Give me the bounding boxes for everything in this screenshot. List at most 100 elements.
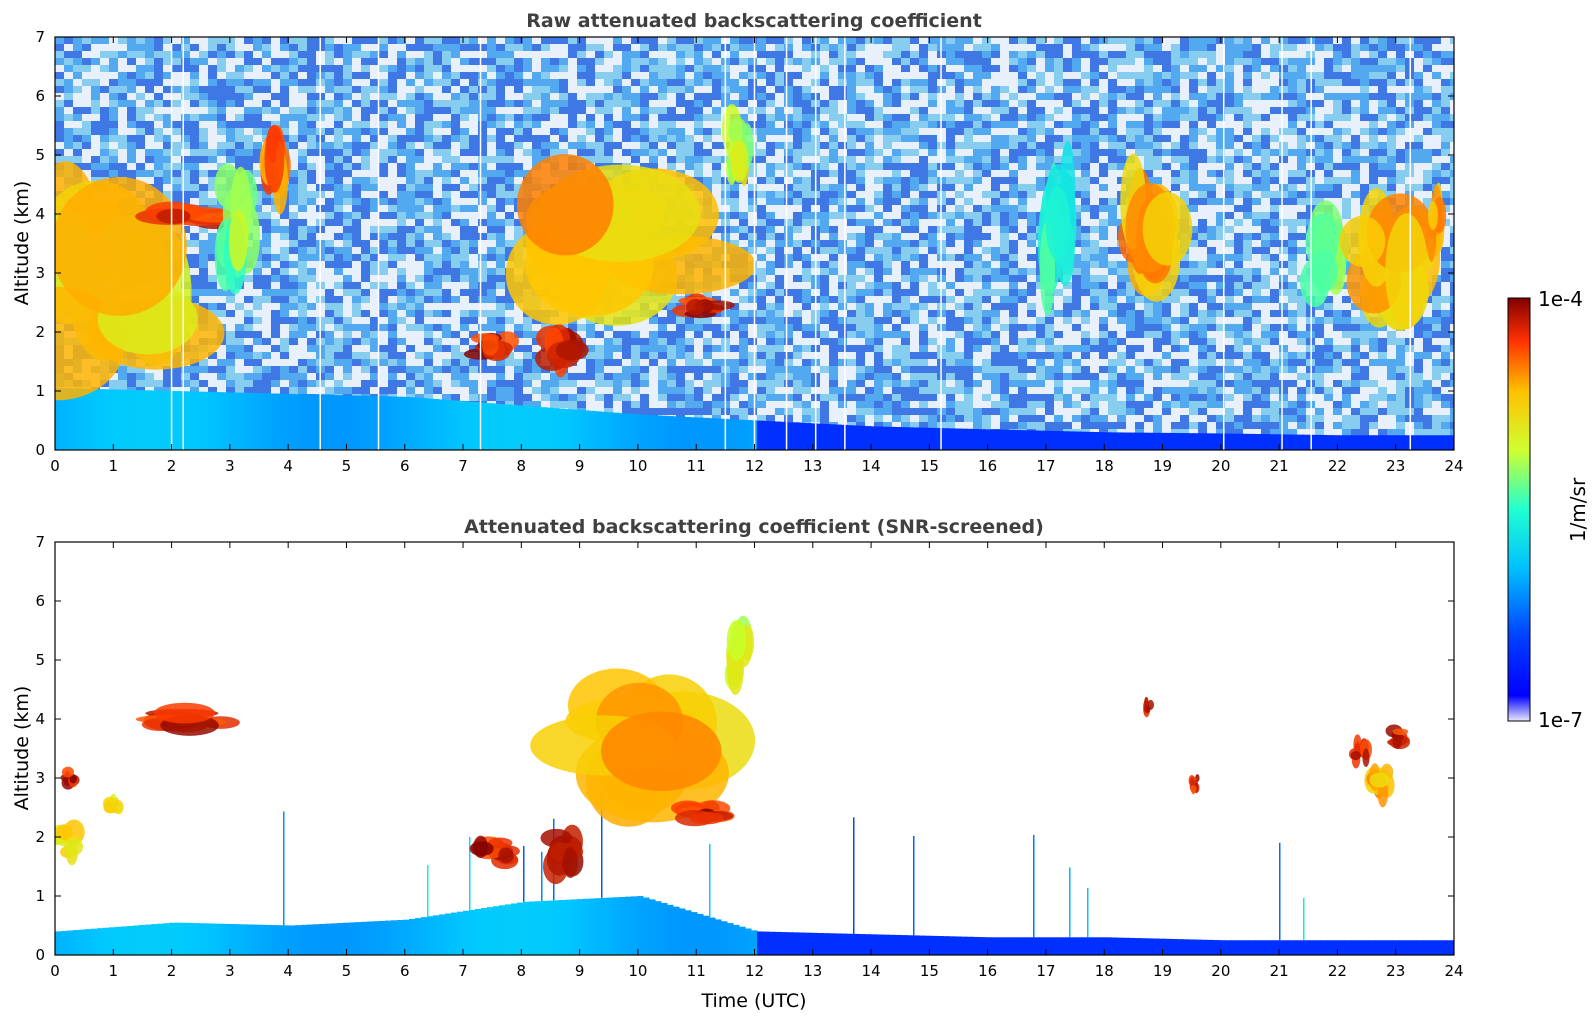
noise-cell xyxy=(199,163,208,170)
panel-raw-noise-field xyxy=(55,37,1454,450)
noise-cell xyxy=(478,128,487,135)
noise-cell xyxy=(874,191,883,198)
noise-cell xyxy=(100,128,109,135)
noise-cell xyxy=(1000,58,1009,65)
noise-cell xyxy=(1090,100,1099,107)
noise-cell xyxy=(820,177,829,184)
noise-cell xyxy=(1171,142,1180,149)
noise-cell xyxy=(145,163,154,170)
noise-cell xyxy=(1180,163,1189,170)
noise-cell xyxy=(1054,100,1063,107)
noise-cell xyxy=(127,142,136,149)
noise-cell xyxy=(1261,191,1270,198)
noise-cell xyxy=(1450,72,1454,79)
noise-cell xyxy=(649,37,658,44)
noise-cell xyxy=(820,191,829,198)
noise-cell xyxy=(460,149,469,156)
noise-cell xyxy=(613,86,622,93)
noise-cell xyxy=(973,170,982,177)
noise-cell xyxy=(226,107,235,114)
noise-cell xyxy=(622,114,631,121)
noise-cell xyxy=(784,198,793,205)
noise-cell xyxy=(73,44,82,51)
noise-cell xyxy=(1270,170,1279,177)
noise-cell xyxy=(514,114,523,121)
noise-cell xyxy=(919,226,928,233)
noise-cell xyxy=(1072,247,1081,254)
noise-cell xyxy=(145,37,154,44)
noise-cell xyxy=(964,198,973,205)
noise-cell xyxy=(901,72,910,79)
noise-cell xyxy=(415,51,424,58)
noise-cell xyxy=(1288,72,1297,79)
noise-cell xyxy=(253,149,262,156)
noise-cell xyxy=(1288,240,1297,247)
noise-cell xyxy=(532,86,541,93)
noise-cell xyxy=(595,128,604,135)
noise-cell xyxy=(712,121,721,128)
noise-cell xyxy=(982,212,991,219)
noise-cell xyxy=(172,163,181,170)
noise-cell xyxy=(1189,156,1198,163)
noise-cell xyxy=(91,44,100,51)
noise-cell xyxy=(460,72,469,79)
noise-cell xyxy=(901,51,910,58)
noise-cell xyxy=(1369,79,1378,86)
noise-cell xyxy=(802,121,811,128)
noise-cell xyxy=(595,79,604,86)
noise-cell xyxy=(208,226,217,233)
noise-cell xyxy=(388,226,397,233)
noise-cell xyxy=(568,44,577,51)
noise-cell xyxy=(1207,128,1216,135)
noise-cell xyxy=(1162,170,1171,177)
noise-cell xyxy=(424,65,433,72)
noise-cell xyxy=(1252,198,1261,205)
noise-cell xyxy=(1432,114,1441,121)
noise-cell xyxy=(262,191,271,198)
noise-cell xyxy=(478,93,487,100)
noise-cell xyxy=(352,247,361,254)
noise-cell xyxy=(667,135,676,142)
noise-cell xyxy=(784,135,793,142)
noise-cell xyxy=(766,93,775,100)
noise-cell xyxy=(496,156,505,163)
noise-cell xyxy=(109,121,118,128)
noise-cell xyxy=(1081,198,1090,205)
noise-cell xyxy=(1090,135,1099,142)
noise-cell xyxy=(172,184,181,191)
noise-cell xyxy=(487,198,496,205)
noise-cell xyxy=(694,107,703,114)
noise-cell xyxy=(775,100,784,107)
noise-cell xyxy=(388,177,397,184)
noise-cell xyxy=(1315,142,1324,149)
noise-cell xyxy=(496,58,505,65)
noise-cell xyxy=(685,142,694,149)
noise-cell xyxy=(298,107,307,114)
noise-cell xyxy=(1000,121,1009,128)
noise-cell xyxy=(514,156,523,163)
noise-cell xyxy=(1396,184,1405,191)
noise-cell xyxy=(1090,107,1099,114)
noise-cell xyxy=(550,44,559,51)
noise-cell xyxy=(1009,37,1018,44)
noise-cell xyxy=(262,100,271,107)
noise-cell xyxy=(1207,65,1216,72)
noise-cell xyxy=(1279,37,1288,44)
noise-cell xyxy=(1441,135,1450,142)
noise-cell xyxy=(199,65,208,72)
noise-cell xyxy=(1333,191,1342,198)
noise-cell xyxy=(298,254,307,261)
noise-cell xyxy=(1063,128,1072,135)
noise-cell xyxy=(928,212,937,219)
noise-cell xyxy=(334,184,343,191)
noise-cell xyxy=(793,184,802,191)
noise-cell xyxy=(1063,51,1072,58)
noise-cell xyxy=(523,149,532,156)
noise-cell xyxy=(1360,93,1369,100)
noise-cell xyxy=(1198,93,1207,100)
noise-cell xyxy=(217,135,226,142)
noise-cell xyxy=(388,212,397,219)
noise-cell xyxy=(658,86,667,93)
noise-cell xyxy=(460,86,469,93)
noise-cell xyxy=(280,79,289,86)
